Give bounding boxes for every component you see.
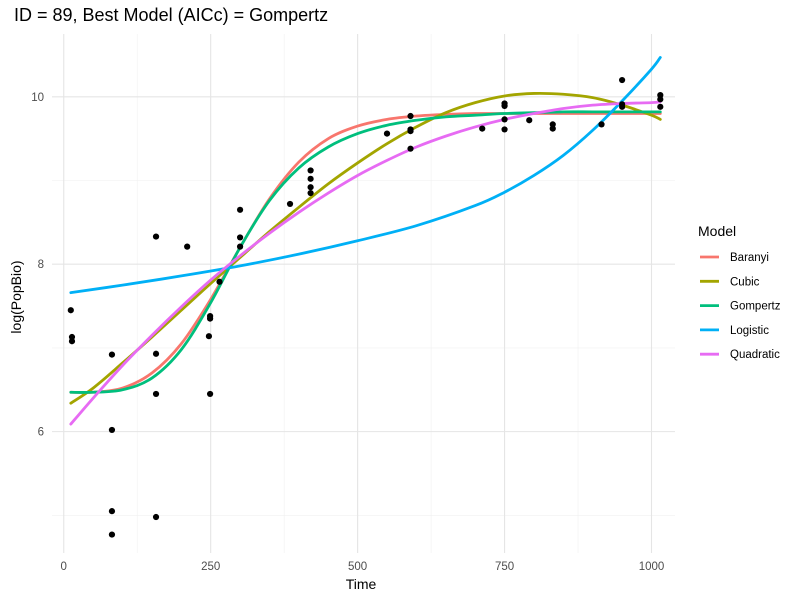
data-point bbox=[205, 333, 213, 340]
data-point bbox=[236, 234, 244, 241]
data-point bbox=[407, 128, 414, 135]
curve-cubic bbox=[69, 91, 662, 405]
data-point bbox=[236, 243, 244, 250]
data-point bbox=[286, 200, 294, 208]
data-point bbox=[236, 206, 244, 213]
x-tick-label: 750 bbox=[495, 561, 514, 573]
major-gridlines bbox=[52, 34, 675, 553]
x-axis-label: Time bbox=[346, 576, 377, 592]
legend-title: Model bbox=[698, 223, 736, 239]
data-point bbox=[67, 307, 74, 314]
legend-label-baranyi: Baranyi bbox=[730, 252, 769, 264]
curve-gompertz bbox=[69, 110, 662, 394]
data-point bbox=[407, 145, 414, 152]
data-point bbox=[108, 531, 116, 538]
data-point bbox=[526, 117, 533, 124]
data-point bbox=[68, 338, 76, 345]
x-tick-label: 250 bbox=[201, 561, 220, 573]
data-points bbox=[67, 76, 664, 538]
data-point bbox=[152, 513, 160, 521]
x-tick-label: 1000 bbox=[639, 561, 665, 573]
data-point bbox=[184, 243, 191, 250]
legend-label-gompertz: Gompertz bbox=[730, 301, 781, 313]
data-point bbox=[207, 313, 214, 320]
y-tick-label: 10 bbox=[31, 92, 44, 104]
data-point bbox=[501, 102, 508, 110]
data-point bbox=[307, 189, 314, 197]
data-point bbox=[152, 233, 160, 240]
data-point bbox=[207, 390, 214, 398]
chart-title: ID = 89, Best Model (AICc) = Gompertz bbox=[14, 5, 329, 25]
minor-gridlines bbox=[52, 34, 675, 553]
data-point bbox=[598, 121, 605, 128]
curve-baranyi bbox=[69, 112, 662, 394]
data-point bbox=[619, 76, 626, 84]
data-point bbox=[657, 96, 664, 103]
y-tick-label: 8 bbox=[38, 259, 44, 271]
data-point bbox=[108, 351, 116, 358]
x-tick-label: 500 bbox=[348, 561, 367, 573]
curve-quadratic bbox=[69, 100, 662, 426]
y-tick-labels: 6 8 10 bbox=[31, 92, 44, 439]
legend: Model Baranyi Cubic Gompertz Logistic Quadra… bbox=[698, 223, 781, 361]
y-tick-label: 6 bbox=[38, 427, 44, 439]
data-point bbox=[619, 101, 626, 108]
data-point bbox=[152, 390, 160, 398]
data-point bbox=[307, 175, 314, 182]
y-axis-label: log(PopBio) bbox=[8, 260, 24, 333]
data-point bbox=[108, 426, 116, 434]
data-point bbox=[657, 103, 664, 110]
data-point bbox=[307, 184, 314, 191]
legend-label-logistic: Logistic bbox=[730, 325, 769, 337]
data-point bbox=[501, 116, 508, 123]
curve-logistic bbox=[69, 56, 662, 295]
data-point bbox=[108, 508, 116, 515]
data-point bbox=[479, 125, 486, 132]
data-point bbox=[407, 112, 414, 120]
legend-label-cubic: Cubic bbox=[730, 276, 760, 288]
data-point bbox=[501, 126, 508, 133]
data-point bbox=[307, 167, 314, 174]
data-point bbox=[383, 130, 391, 137]
x-tick-label: 0 bbox=[61, 561, 67, 573]
legend-label-quadratic: Quadratic bbox=[730, 349, 780, 361]
legend-items: Baranyi Cubic Gompertz Logistic Quadratic bbox=[700, 252, 781, 361]
x-tick-labels: 0 250 500 750 1000 bbox=[61, 561, 665, 573]
model-curves bbox=[69, 56, 662, 426]
data-point bbox=[216, 278, 223, 285]
data-point bbox=[549, 125, 556, 132]
data-point bbox=[152, 350, 160, 357]
